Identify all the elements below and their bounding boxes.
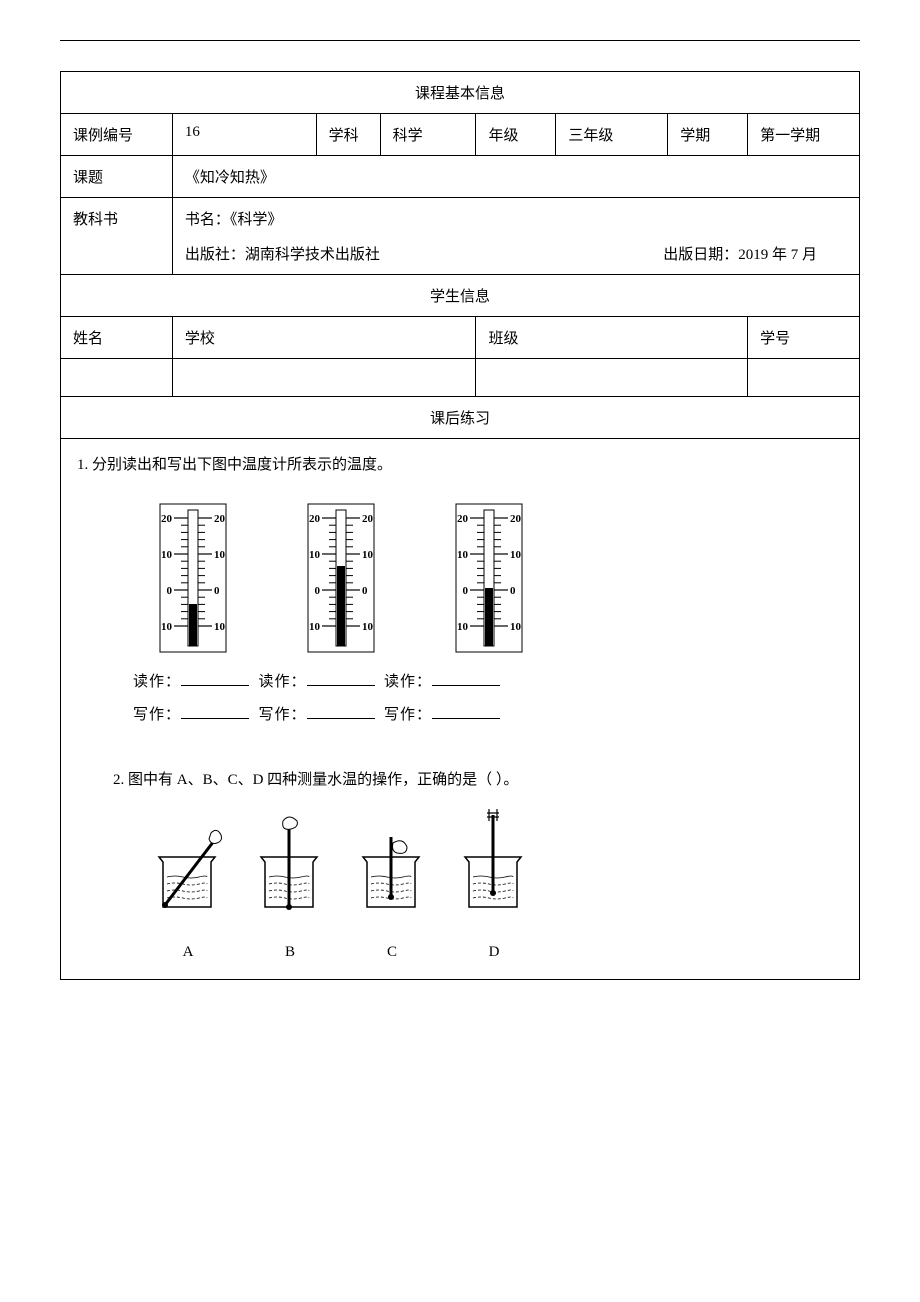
- svg-text:0: 0: [315, 585, 321, 597]
- write-label-3: 写作：: [384, 707, 432, 723]
- svg-text:0: 0: [463, 585, 469, 597]
- course-info-header: 课程基本信息: [61, 72, 860, 114]
- blank[interactable]: [432, 704, 500, 719]
- label-term: 学期: [668, 114, 748, 156]
- svg-text:20: 20: [161, 513, 173, 525]
- svg-text:0: 0: [214, 585, 220, 597]
- table-row: 教科书 书名：《科学》 出版社：湖南科学技术出版社 出版日期：2019 年 7 …: [61, 198, 860, 275]
- value-name: [61, 359, 173, 397]
- beakers-figure: A B C D: [153, 807, 847, 969]
- thermometers-figure: 20 20 10 10 0 0 10 10 20 20 10 10 0 0 10 10 20 20 10 10 0 0…: [133, 498, 847, 658]
- book-name-line: 书名：《科学》: [185, 208, 847, 229]
- thermometer-1: 20 20 10 10 0 0 10 10: [133, 498, 253, 658]
- question-2-text: 2. 图中有 A、B、C、D 四种测量水温的操作，正确的是（ ）。: [113, 764, 847, 797]
- table-row: 课例编号 16 学科 科学 年级 三年级 学期 第一学期: [61, 114, 860, 156]
- svg-text:10: 10: [510, 621, 522, 633]
- value-subject: 科学: [380, 114, 476, 156]
- svg-text:0: 0: [167, 585, 173, 597]
- svg-text:10: 10: [362, 621, 374, 633]
- svg-text:10: 10: [214, 621, 226, 633]
- beaker-label-b: B: [255, 936, 325, 969]
- read-label-1: 读作：: [133, 674, 181, 690]
- value-term: 第一学期: [748, 114, 860, 156]
- svg-text:10: 10: [161, 549, 173, 561]
- label-textbook: 教科书: [61, 198, 173, 275]
- label-subject: 学科: [316, 114, 380, 156]
- beaker-label-c: C: [357, 936, 427, 969]
- blank[interactable]: [307, 671, 375, 686]
- value-school: [172, 359, 476, 397]
- value-grade: 三年级: [556, 114, 668, 156]
- value-class: [476, 359, 748, 397]
- thermometer-2: 20 20 10 10 0 0 10 10: [281, 498, 401, 658]
- beaker-a: A: [153, 807, 223, 969]
- label-name: 姓名: [61, 317, 173, 359]
- svg-text:0: 0: [510, 585, 516, 597]
- beaker-label-d: D: [459, 936, 529, 969]
- thermometer-3: 20 20 10 10 0 0 10 10: [429, 498, 549, 658]
- write-blanks-row: 写作： 写作： 写作：: [133, 699, 847, 732]
- value-textbook: 书名：《科学》 出版社：湖南科学技术出版社 出版日期：2019 年 7 月: [172, 198, 859, 275]
- exercise-content: 1. 分别读出和写出下图中温度计所表示的温度。 20 20 10 10 0 0 10 10 2…: [61, 439, 860, 980]
- svg-text:10: 10: [214, 549, 226, 561]
- label-school: 学校: [172, 317, 476, 359]
- blank[interactable]: [307, 704, 375, 719]
- label-example-id: 课例编号: [61, 114, 173, 156]
- write-label-2: 写作：: [259, 707, 307, 723]
- label-student-id: 学号: [748, 317, 860, 359]
- svg-text:10: 10: [510, 549, 522, 561]
- table-row: [61, 359, 860, 397]
- pub-date-line: 出版日期：2019 年 7 月: [663, 243, 847, 264]
- svg-text:10: 10: [309, 621, 321, 633]
- svg-text:0: 0: [362, 585, 368, 597]
- exercise-header: 课后练习: [61, 397, 860, 439]
- read-label-3: 读作：: [384, 674, 432, 690]
- svg-text:10: 10: [457, 621, 469, 633]
- write-label-1: 写作：: [133, 707, 181, 723]
- svg-text:20: 20: [457, 513, 469, 525]
- read-label-2: 读作：: [259, 674, 307, 690]
- info-table: 课程基本信息 课例编号 16 学科 科学 年级 三年级 学期 第一学期 课题 《…: [60, 71, 860, 980]
- svg-text:10: 10: [457, 549, 469, 561]
- table-row: 姓名 学校 班级 学号: [61, 317, 860, 359]
- beaker-d: D: [459, 807, 529, 969]
- page-container: 课程基本信息 课例编号 16 学科 科学 年级 三年级 学期 第一学期 课题 《…: [60, 40, 860, 980]
- svg-text:20: 20: [510, 513, 522, 525]
- blank[interactable]: [432, 671, 500, 686]
- svg-text:20: 20: [362, 513, 374, 525]
- label-topic: 课题: [61, 156, 173, 198]
- svg-text:20: 20: [309, 513, 321, 525]
- beaker-c: C: [357, 807, 427, 969]
- label-grade: 年级: [476, 114, 556, 156]
- label-class: 班级: [476, 317, 748, 359]
- value-topic: 《知冷知热》: [172, 156, 859, 198]
- svg-text:20: 20: [214, 513, 226, 525]
- blank[interactable]: [181, 671, 249, 686]
- beaker-label-a: A: [153, 936, 223, 969]
- value-student-id: [748, 359, 860, 397]
- read-blanks-row: 读作： 读作： 读作：: [133, 666, 847, 699]
- svg-text:10: 10: [362, 549, 374, 561]
- svg-text:10: 10: [309, 549, 321, 561]
- beaker-b: B: [255, 807, 325, 969]
- table-row: 课题 《知冷知热》: [61, 156, 860, 198]
- value-example-id: 16: [172, 114, 316, 156]
- publisher-line: 出版社：湖南科学技术出版社: [185, 243, 663, 264]
- question-1-text: 1. 分别读出和写出下图中温度计所表示的温度。: [77, 449, 847, 482]
- svg-text:10: 10: [161, 621, 173, 633]
- blank[interactable]: [181, 704, 249, 719]
- student-info-header: 学生信息: [61, 275, 860, 317]
